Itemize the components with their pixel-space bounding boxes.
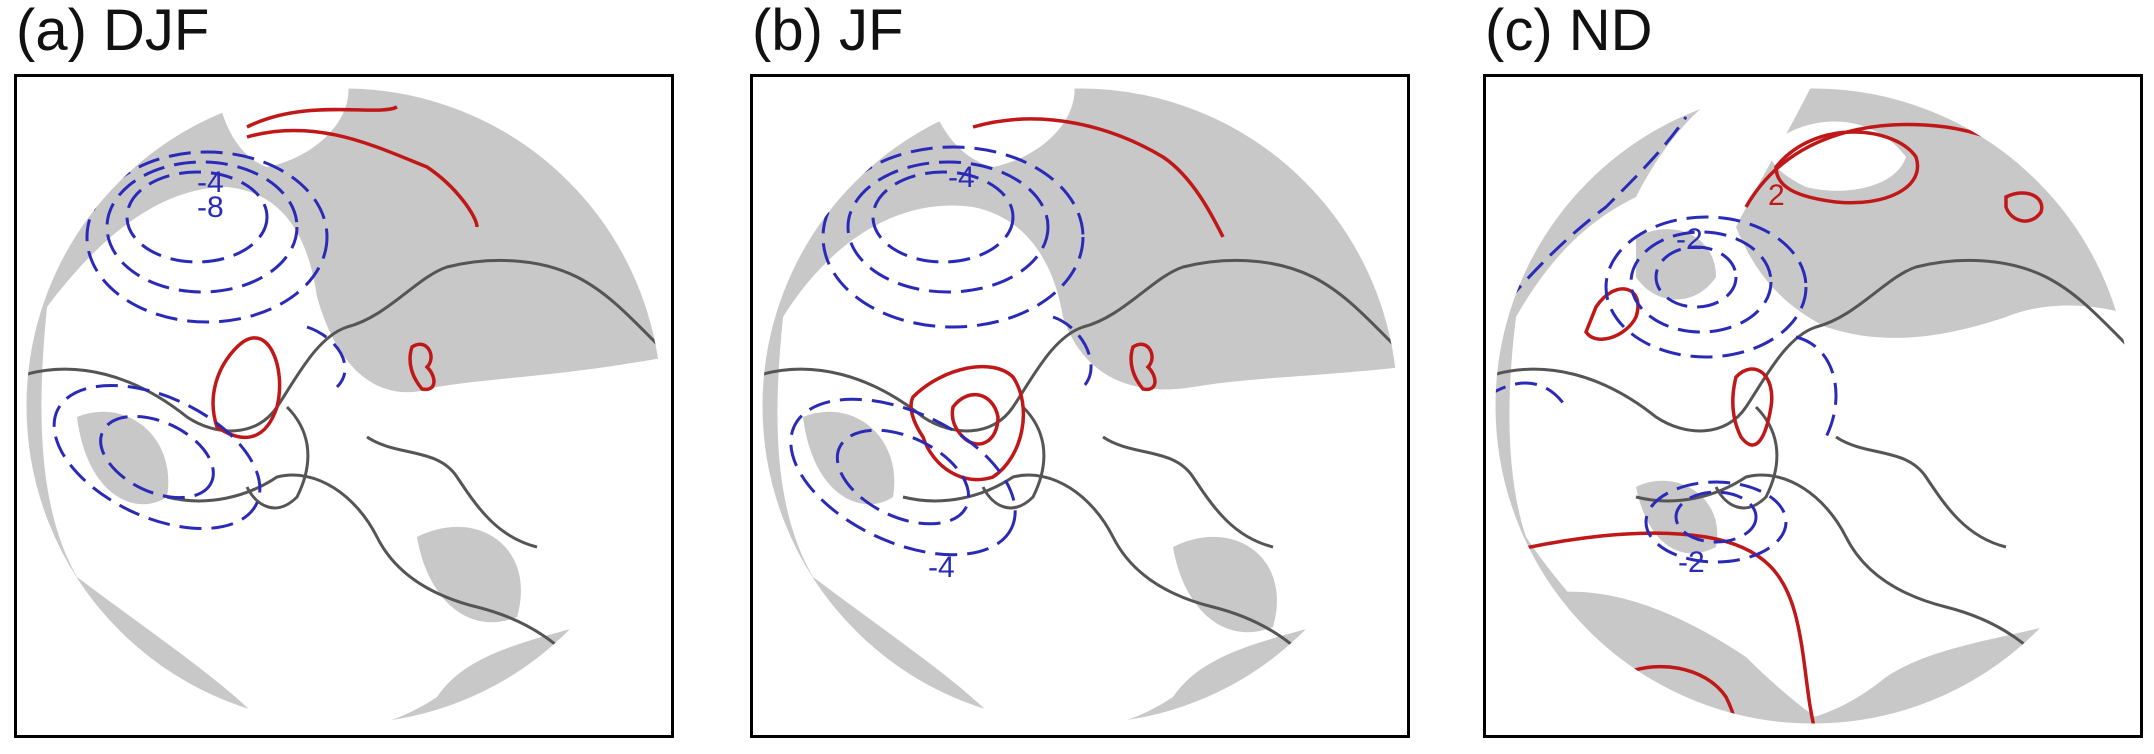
contour-label: -4 [948,161,975,194]
panel-b-title: (b) JF [752,0,904,63]
coastlines [26,258,662,678]
contour-label: 2 [1768,179,1785,212]
white-region-north [1766,121,1906,191]
shade-region-west [77,411,169,505]
map-disk-edge [25,87,663,725]
panel-a-map: -4 -8 [14,74,674,738]
positive-contours [909,117,1225,482]
panel-c-map: 2 -2 -2 [1483,74,2143,738]
positive-contours [211,105,479,439]
panel-c-title: (c) ND [1485,0,1653,63]
panel-c-polar-map: 2 -2 -2 [1494,87,2132,725]
negative-contours [789,145,1093,557]
panel-a: (a) DJF [14,0,684,754]
shade-region-south [417,526,521,623]
map-disk-edge [761,87,1399,725]
contour-label: -2 [1676,223,1703,256]
map-disk-edge [1494,87,2132,725]
panel-b: (b) JF [750,0,1420,754]
contour-label: -4 [928,551,955,584]
panel-b-map: -4 -4 [750,74,1410,738]
contour-label: -4 [197,166,224,199]
shade-region-south [1173,536,1277,633]
panel-a-polar-map: -4 -8 [25,87,663,725]
panel-b-polar-map: -4 -4 [761,87,1399,725]
contour-label: -8 [197,191,224,224]
coastlines [1495,258,2131,678]
panel-c: (c) ND [1483,0,2153,754]
negative-contours [52,150,347,531]
shade-region-west [803,411,895,505]
contour-label: -2 [1678,546,1705,579]
panel-a-title: (a) DJF [16,0,210,63]
